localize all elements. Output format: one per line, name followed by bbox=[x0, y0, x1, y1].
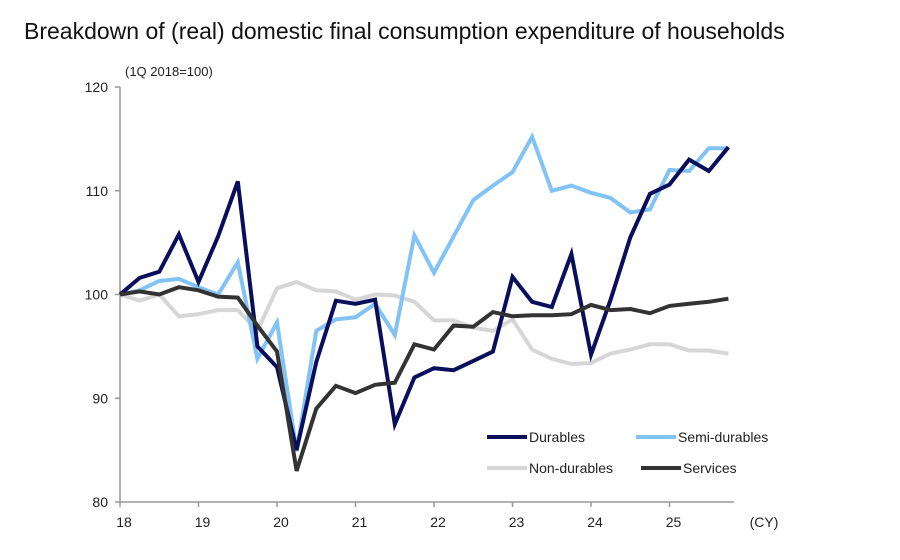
x-tick-label: 24 bbox=[587, 514, 603, 530]
legend: Durables Semi-durables Non-durables Service… bbox=[487, 429, 768, 476]
legend-label: Durables bbox=[529, 429, 585, 445]
y-unit-label: (1Q 2018=100) bbox=[125, 64, 213, 79]
legend-label: Non-durables bbox=[529, 460, 613, 476]
x-tick-label: 22 bbox=[430, 514, 446, 530]
chart-title: Breakdown of (real) domestic final consu… bbox=[24, 18, 785, 44]
y-tick-label: 80 bbox=[92, 494, 108, 510]
x-tick-label: 19 bbox=[195, 514, 211, 530]
x-tick-label: 25 bbox=[666, 514, 682, 530]
series-line-semi-durables bbox=[119, 131, 729, 452]
legend-label: Semi-durables bbox=[678, 429, 768, 445]
x-tick-label: 21 bbox=[352, 514, 368, 530]
series-lines bbox=[118, 131, 730, 472]
series-line-services bbox=[119, 285, 729, 472]
series-line-durables bbox=[118, 145, 730, 451]
x-tick-label: 20 bbox=[273, 514, 289, 530]
y-tick-label: 110 bbox=[86, 183, 109, 199]
x-axis-label: (CY) bbox=[750, 514, 779, 530]
y-tick-label: 100 bbox=[85, 287, 109, 303]
x-tick-label: 18 bbox=[116, 514, 132, 530]
axes: 80 90 100 110 120 18 19 20 21 22 23 24 25 (CY) bbox=[85, 79, 779, 530]
x-tick-label: 23 bbox=[509, 514, 525, 530]
legend-label: Services bbox=[683, 460, 737, 476]
y-tick-label: 120 bbox=[85, 79, 109, 95]
series-line-non-durables bbox=[119, 279, 729, 367]
y-tick-label: 90 bbox=[92, 390, 108, 406]
